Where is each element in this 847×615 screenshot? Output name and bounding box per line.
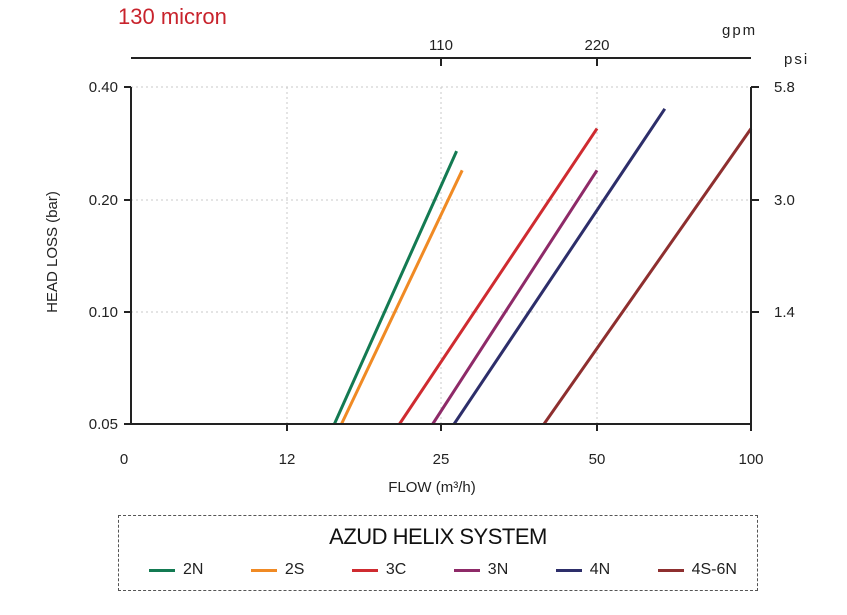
series-line-3n	[431, 169, 599, 425]
right-tick-label: 1.4	[774, 304, 795, 321]
grid	[131, 86, 751, 424]
legend-swatch	[555, 568, 582, 572]
series-line-4s-6n	[542, 127, 753, 425]
legend-label: 3C	[385, 561, 407, 578]
legend-item-4n: 4N	[555, 561, 611, 579]
y-axis-title: HEAD LOSS (bar)	[44, 191, 61, 313]
x-tick-label: 25	[433, 451, 450, 468]
top-tick-label: 220	[584, 37, 609, 54]
legend-label: 4N	[589, 561, 611, 578]
series-line-2n	[333, 150, 458, 425]
y-tick-label: 0.40	[89, 79, 118, 96]
y-tick-label: 0.10	[89, 304, 118, 321]
right-tick-label: 5.8	[774, 79, 795, 96]
series-layer	[333, 107, 753, 425]
right-tick-label: 3.0	[774, 192, 795, 209]
legend-label: 2S	[284, 561, 305, 578]
x-tick-label: 0	[120, 451, 128, 468]
legend-item-4s-6n: 4S-6N	[657, 561, 737, 579]
axes: 0 12 25 50 100 0.05 0.10 0.20 0.40 110 220 1.4 3.0 5.…	[89, 37, 795, 468]
x-axis-title: FLOW (m³/h)	[388, 479, 476, 496]
legend-label: 4S-6N	[691, 561, 737, 578]
legend-swatch	[250, 568, 277, 572]
series-line-2s	[340, 169, 464, 425]
legend-item-3c: 3C	[351, 561, 407, 579]
chart: 0 12 25 50 100 0.05 0.10 0.20 0.40 110 220 1.4 3.0 5.…	[44, 22, 809, 496]
legend-item-3n: 3N	[453, 561, 509, 579]
top-axis-unit: gpm	[722, 22, 757, 39]
legend-item-2s: 2S	[250, 561, 305, 579]
y-tick-label: 0.20	[89, 192, 118, 209]
series-line-3c	[398, 127, 599, 425]
legend: AZUD HELIX SYSTEM 2N 2S 3C 3N 4N 4S-6N	[118, 515, 758, 591]
legend-swatch	[351, 568, 378, 572]
series-line-4n	[452, 107, 667, 425]
legend-swatch	[149, 568, 175, 572]
legend-label: 2N	[183, 561, 204, 578]
legend-swatch	[453, 568, 480, 572]
right-axis-unit: psi	[784, 51, 809, 68]
x-tick-label: 100	[738, 451, 763, 468]
legend-label: 3N	[487, 561, 509, 578]
legend-items: 2N 2S 3C 3N 4N 4S-6N	[149, 561, 737, 579]
y-tick-label: 0.05	[89, 416, 118, 433]
x-tick-label: 12	[279, 451, 296, 468]
top-tick-label: 110	[429, 37, 453, 54]
legend-title: AZUD HELIX SYSTEM	[329, 524, 547, 549]
legend-item-2n: 2N	[149, 561, 203, 579]
x-tick-label: 50	[589, 451, 606, 468]
legend-swatch	[657, 568, 684, 572]
chart-title: 130 micron	[118, 4, 227, 29]
